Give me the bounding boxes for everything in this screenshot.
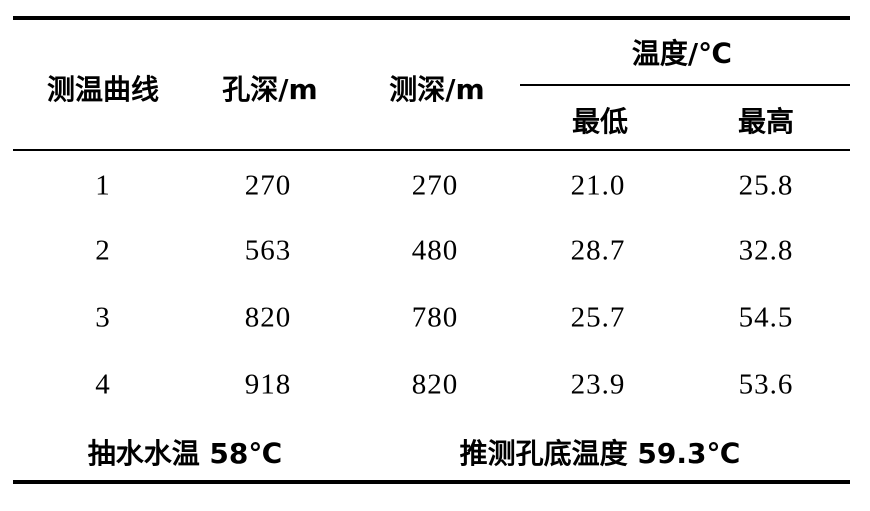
header-min: 最低 bbox=[571, 105, 629, 138]
footer-inferred-bottom-temp: 推测孔底温度 59.3℃ bbox=[459, 437, 741, 470]
header-temperature: 温度/℃ bbox=[631, 37, 733, 70]
cell-min: 28.7 bbox=[570, 234, 626, 267]
cell-max: 53.6 bbox=[738, 368, 794, 401]
cell-hole-depth: 918 bbox=[244, 368, 292, 401]
cell-max: 54.5 bbox=[738, 301, 794, 334]
cell-measure-depth: 820 bbox=[411, 368, 459, 401]
header-curve: 测温曲线 bbox=[46, 73, 160, 106]
cell-measure-depth: 780 bbox=[411, 301, 459, 334]
header-measure-depth: 测深/m bbox=[389, 73, 485, 106]
cell-measure-depth: 480 bbox=[411, 234, 459, 267]
cell-min: 21.0 bbox=[570, 169, 626, 202]
top-rule bbox=[13, 16, 850, 20]
cell-min: 25.7 bbox=[570, 301, 626, 334]
cell-hole-depth: 270 bbox=[244, 169, 292, 202]
cell-max: 32.8 bbox=[738, 234, 794, 267]
cell-curve: 4 bbox=[95, 368, 111, 401]
bottom-rule bbox=[13, 480, 850, 484]
cell-measure-depth: 270 bbox=[411, 169, 459, 202]
cell-hole-depth: 563 bbox=[244, 234, 292, 267]
cell-min: 23.9 bbox=[570, 368, 626, 401]
cell-max: 25.8 bbox=[738, 169, 794, 202]
cell-hole-depth: 820 bbox=[244, 301, 292, 334]
cell-curve: 1 bbox=[95, 169, 111, 202]
header-max: 最高 bbox=[737, 105, 795, 138]
header-hole-depth: 孔深/m bbox=[222, 73, 318, 106]
cell-curve: 3 bbox=[95, 301, 111, 334]
temperature-group-rule bbox=[520, 84, 850, 86]
header-rule bbox=[13, 149, 850, 151]
cell-curve: 2 bbox=[95, 234, 111, 267]
footer-pump-water-temp: 抽水水温 58℃ bbox=[87, 437, 283, 470]
